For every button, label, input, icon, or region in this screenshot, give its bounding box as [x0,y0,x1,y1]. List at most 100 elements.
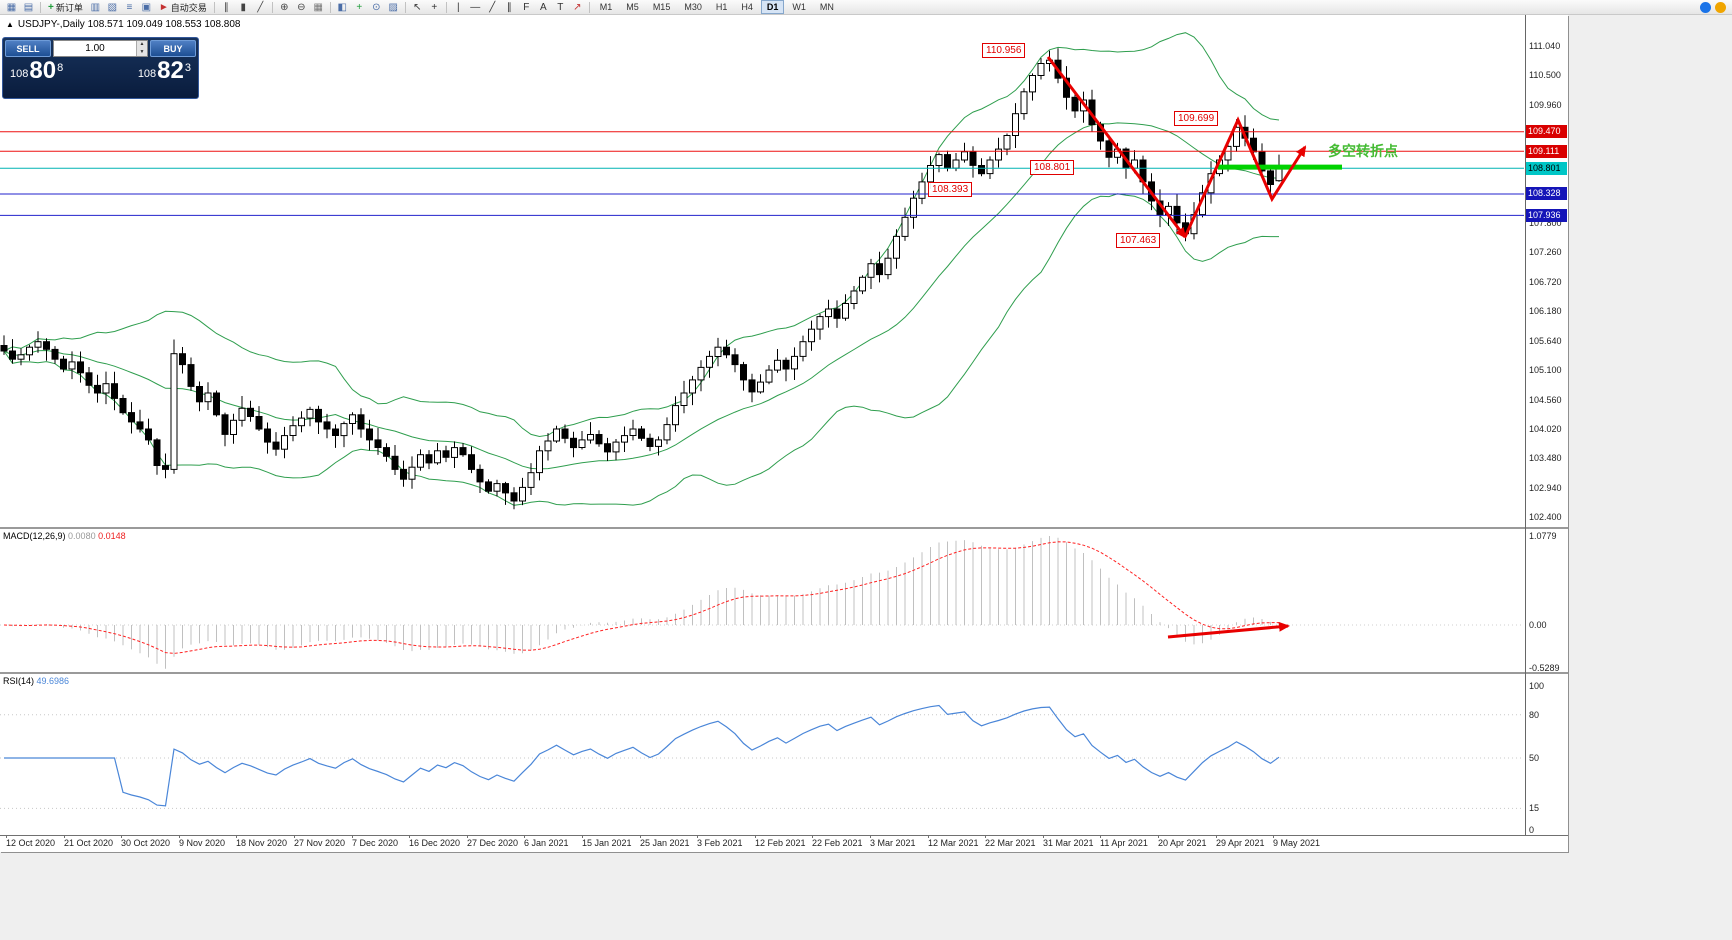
crosshair-icon: + [431,1,438,13]
timeframe-m15-button[interactable]: M15 [652,2,671,12]
volume-increase-button[interactable]: ▲ [136,41,147,49]
toolbar-crosshair-icon[interactable]: + [427,1,442,14]
price-annotation-box[interactable]: 109.699 [1174,111,1219,126]
toolbar-periods-icon[interactable]: ⊙ [369,1,384,14]
toolbar-new-order-button[interactable]: + 新订单 [44,1,87,14]
toolbar-tile-windows-icon[interactable]: ◧ [335,1,350,14]
toolbar-new-chart-icon[interactable]: ▦ [4,1,19,14]
time-axis-label: 6 Jan 2021 [524,838,569,848]
volume-input[interactable] [54,41,136,56]
toolbar-bars-chart-type-icon[interactable]: ∥ [219,1,234,14]
one-click-trading-panel: SELL ▲ ▼ BUY 108 80 8 108 [2,37,199,99]
toolbar-chart-profiles-icon[interactable]: ▤ [21,1,36,14]
toolbar-zoom-out-icon[interactable]: ⊖ [294,1,309,14]
time-axis-tick [697,835,698,838]
timeframe-w1-button[interactable]: W1 [792,2,806,12]
price-annotation-box[interactable]: 107.463 [1116,233,1161,248]
price-scale-tag[interactable]: 108.801 [1526,162,1567,175]
timeframe-mn-button[interactable]: MN [819,2,834,12]
price-scale-separator[interactable] [1525,15,1526,835]
toolbar-terminal-icon[interactable]: ▣ [139,1,154,14]
macd-pane[interactable] [0,529,1524,672]
toolbar-indicators-icon[interactable]: + [352,1,367,14]
price-scale-label: 106.180 [1529,306,1562,316]
rsi-pane[interactable] [0,674,1524,835]
timeframe-m30-button[interactable]: M30 [684,2,702,12]
rsi-name: RSI(14) [3,676,35,686]
one-click-collapse-icon[interactable]: ▲ [6,20,14,29]
price-scale-tag[interactable]: 107.936 [1526,209,1567,222]
time-axis-tick [64,835,65,838]
toolbar-separator [213,1,215,13]
volume-decrease-button[interactable]: ▼ [136,48,147,56]
toolbar-horizontal-line-icon[interactable]: — [468,1,483,14]
auto-trading-button-label: 自动交易 [170,2,207,13]
macd-scale-label: -0.5289 [1529,663,1560,673]
price-annotation-box[interactable]: 110.956 [982,43,1026,58]
time-axis-tick [985,835,986,838]
price-scale-tag[interactable]: 109.111 [1526,145,1567,158]
toolbar-arrow-tool-icon[interactable]: ↗ [570,1,585,14]
time-axis-tick [236,835,237,838]
timeframe-d1-button[interactable]: D1 [760,0,785,14]
toolbar-data-window-icon[interactable]: ▧ [105,1,120,14]
toolbar-channel-icon[interactable]: ∥ [502,1,517,14]
price-annotation-box[interactable]: 108.801 [1030,160,1075,175]
toolbar-navigator-icon[interactable]: ≡ [122,1,137,14]
price-chart[interactable] [0,15,1524,527]
toolbar-label-icon[interactable]: T [553,1,568,14]
sell-button[interactable]: SELL [5,40,51,57]
horizontal-level-lines[interactable] [0,131,1524,216]
toolbar-fibonacci-icon[interactable]: F [519,1,534,14]
trend-arrow[interactable] [1183,116,1307,238]
line-chart-type-icon: ╱ [257,1,264,13]
toolbar-separator [588,1,590,13]
data-window-icon: ▧ [107,1,118,13]
toolbar-auto-trading-button[interactable]: ► 自动交易 [155,1,211,14]
bars-chart-type-icon: ∥ [223,1,229,13]
horizontal-line-icon: — [470,1,481,13]
toolbar-market-watch-icon[interactable]: ▥ [88,1,103,14]
price-scale-tag[interactable]: 109.470 [1526,125,1567,138]
price-scale-label: 109.960 [1529,100,1562,110]
timeframe-h4-button[interactable]: H4 [741,2,753,12]
auto-trading-button: ► [158,1,169,13]
macd-histogram [12,536,1280,669]
community-icon[interactable] [1700,2,1711,13]
alerts-icon[interactable] [1715,2,1726,13]
candlesticks[interactable] [0,48,1283,510]
toolbar-separator [40,1,41,13]
toolbar-line-chart-type-icon[interactable]: ╱ [253,1,268,14]
trend-arrow[interactable] [1046,56,1187,239]
timeframe-m5-button[interactable]: M5 [626,2,639,12]
price-annotation-box[interactable]: 108.393 [928,182,973,197]
timeframe-m1-button[interactable]: M1 [599,2,613,12]
pane-separator[interactable] [0,672,1568,674]
arrow-tool-icon: ↗ [573,1,582,13]
macd-label: MACD(12,26,9) 0.0080 0.0148 [3,531,126,541]
time-axis-tick [928,835,929,838]
vertical-line-icon: | [456,1,460,13]
volume-field: ▲ ▼ [53,40,148,57]
macd-trend-arrow[interactable] [1167,621,1290,639]
macd-name: MACD(12,26,9) [3,531,66,541]
timeframe-h1-button[interactable]: H1 [715,2,728,12]
toolbar-zoom-in-icon[interactable]: ⊕ [277,1,292,14]
time-axis-label: 20 Apr 2021 [1158,838,1207,848]
toolbar-vertical-line-icon[interactable]: | [451,1,466,14]
toolbar-templates-icon[interactable]: ▨ [386,1,401,14]
text-icon: A [539,1,547,13]
toolbar-candlestick-chart-type-icon[interactable]: ▮ [236,1,251,14]
toolbar-grid-icon[interactable]: ▦ [311,1,326,14]
toolbar-cursor-icon[interactable]: ↖ [410,1,425,14]
pane-separator[interactable] [0,527,1568,529]
price-scale-label: 102.940 [1529,483,1562,493]
toolbar-trendline-icon[interactable]: ╱ [485,1,500,14]
new-chart-icon: ▦ [6,1,17,13]
toolbar-text-icon[interactable]: A [536,1,551,14]
chart-window[interactable]: ▲ USDJPY-,Daily 108.571 109.049 108.553 1… [0,15,1568,852]
buy-button[interactable]: BUY [150,40,196,57]
time-axis-tick [294,835,295,838]
price-scale-tag[interactable]: 108.328 [1526,187,1567,200]
